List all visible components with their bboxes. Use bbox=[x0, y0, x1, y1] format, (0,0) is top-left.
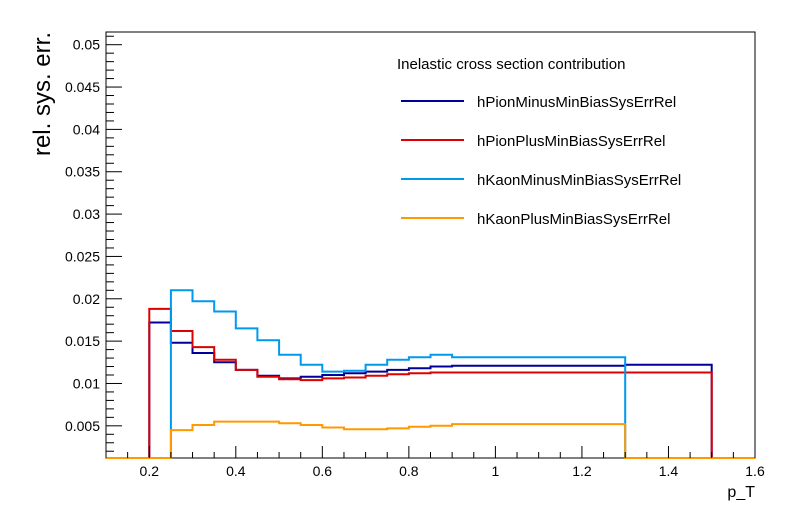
y-tick-label: 0.04 bbox=[73, 121, 100, 137]
x-axis-label: p_T bbox=[727, 484, 755, 501]
legend-label: hPionPlusMinBiasSysErrRel bbox=[477, 133, 665, 150]
x-tick-label: 1.6 bbox=[745, 463, 765, 479]
series-line-0 bbox=[106, 321, 755, 459]
x-tick-label: 0.4 bbox=[226, 463, 246, 479]
legend-label: hKaonMinusMinBiasSysErrRel bbox=[477, 172, 681, 189]
series-layer bbox=[106, 289, 755, 459]
y-tick-label: 0.03 bbox=[73, 206, 100, 222]
y-tick-label: 0.005 bbox=[65, 418, 100, 434]
y-axis-label: rel. sys. err. bbox=[29, 32, 56, 156]
y-tick-label: 0.025 bbox=[65, 248, 100, 264]
legend-title: Inelastic cross section contribution bbox=[397, 56, 625, 73]
y-tick-label: 0.045 bbox=[65, 79, 100, 95]
legend-entries: hPionMinusMinBiasSysErrRel hPionPlusMinBi… bbox=[401, 94, 681, 228]
series-line-2 bbox=[106, 289, 755, 459]
legend-label: hKaonPlusMinBiasSysErrRel bbox=[477, 211, 670, 228]
y-tick-label: 0.02 bbox=[73, 291, 100, 307]
y-tick-label: 0.01 bbox=[73, 375, 100, 391]
legend: Inelastic cross section contribution hPi… bbox=[397, 56, 681, 228]
x-tick-label: 0.2 bbox=[140, 463, 160, 479]
y-tick-label: 0.015 bbox=[65, 333, 100, 349]
legend-label: hPionMinusMinBiasSysErrRel bbox=[477, 94, 676, 111]
y-tick-label: 0.05 bbox=[73, 37, 100, 53]
x-tick-label: 1 bbox=[492, 463, 500, 479]
x-tick-label: 1.4 bbox=[659, 463, 679, 479]
x-tick-label: 1.2 bbox=[572, 463, 592, 479]
x-tick-label: 0.8 bbox=[399, 463, 419, 479]
tick-layer: 0.2 0.4 0.6 0.8 1 1.2 1.4 1.6 0.005 0.01 0.015 0.02… bbox=[65, 35, 765, 479]
x-tick-label: 0.6 bbox=[313, 463, 333, 479]
y-tick-label: 0.035 bbox=[65, 164, 100, 180]
series-line-1 bbox=[106, 307, 755, 459]
series-line-3 bbox=[106, 420, 755, 459]
